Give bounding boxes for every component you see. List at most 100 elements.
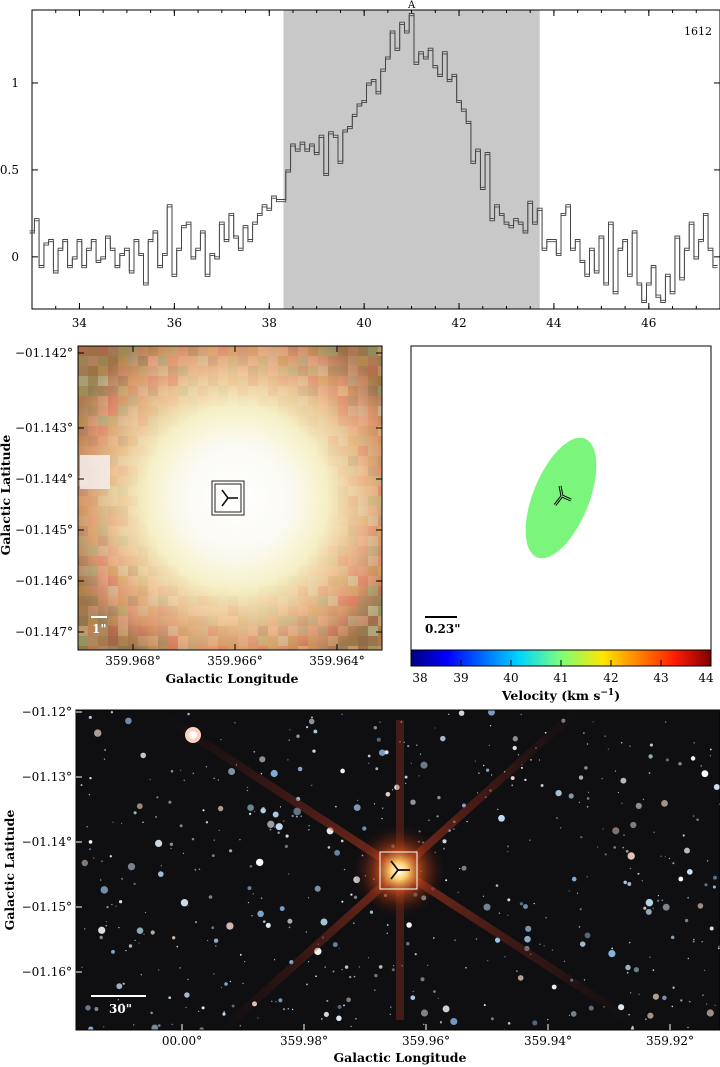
star [160, 865, 162, 867]
zoom-pixel [78, 536, 88, 546]
zoom-pixel [178, 646, 188, 650]
zoom-pixel [78, 626, 88, 636]
zoom-pixel [358, 386, 368, 396]
star [136, 927, 144, 935]
star [706, 860, 709, 862]
colorbar-tick-label: 42 [603, 671, 618, 685]
zoom-pixel [348, 446, 358, 456]
star [478, 772, 480, 774]
star [661, 899, 664, 902]
zoom-pixel [188, 346, 198, 356]
star [483, 1004, 486, 1007]
zoom-pixel [118, 436, 128, 446]
star [511, 784, 514, 787]
zoom-pixel [318, 606, 328, 616]
star [405, 782, 407, 785]
zoom-pixel [358, 596, 368, 606]
zoom-pixel [108, 396, 118, 406]
zoom-pixel [228, 596, 238, 606]
star [520, 713, 522, 716]
zoom-pixel [288, 626, 298, 636]
zoom-pixel [128, 566, 138, 576]
star [117, 999, 120, 1001]
zoom-pixel [208, 596, 218, 606]
star [253, 810, 256, 813]
zoom-pixel [198, 356, 208, 366]
zoom-pixel [288, 376, 298, 386]
star [443, 847, 445, 850]
zoom-pixel [338, 596, 348, 606]
zoom-pixel [348, 416, 358, 426]
star [323, 1011, 329, 1017]
zoom-pixel [138, 416, 148, 426]
star [274, 959, 276, 961]
star [288, 873, 290, 875]
star [150, 930, 155, 935]
zoom-pixel [348, 496, 358, 506]
zoom-pixel [348, 466, 358, 476]
star [239, 953, 242, 956]
star [85, 1005, 91, 1011]
zoom-pixel [128, 546, 138, 556]
zoom-pixel [148, 386, 158, 396]
star [121, 1003, 124, 1006]
star [202, 809, 205, 812]
zoom-pixel [298, 576, 308, 586]
zoom-pixel [308, 396, 318, 406]
star [334, 849, 340, 856]
zoom-pixel [288, 396, 298, 406]
zoom-pixel [378, 416, 382, 426]
zoom-pixel [158, 616, 168, 626]
zoom-pixel [328, 616, 338, 626]
zoom-pixel [108, 526, 118, 536]
zoom-pixel [148, 556, 158, 566]
star [109, 855, 112, 858]
zoom-pixel [258, 586, 268, 596]
zoom-pixel [138, 536, 148, 546]
velocity-map-panel: 0.23" 38 39 40 41 42 43 44 Velocity (km s−1) [410, 345, 714, 703]
star [611, 947, 614, 950]
zoom-pixel [278, 396, 288, 406]
star [442, 1005, 450, 1013]
star [700, 765, 702, 767]
star [199, 1027, 204, 1030]
zoom-pixel [148, 436, 158, 446]
star [608, 949, 616, 958]
zoom-pixel [308, 616, 318, 626]
source-box-inner [214, 483, 242, 513]
star [338, 947, 340, 949]
zoom-frame [77, 345, 383, 651]
zoom-pixel [128, 446, 138, 456]
zoom-pixel [378, 516, 382, 526]
zoom-pixel [368, 356, 378, 366]
zoom-pixel [178, 406, 188, 416]
star [155, 815, 158, 818]
zoom-pixel [228, 616, 238, 626]
star [592, 721, 594, 723]
star [369, 910, 374, 914]
star [158, 969, 160, 971]
zoom-pixel [258, 596, 268, 606]
star [376, 737, 381, 742]
star [118, 900, 123, 904]
zoom-pixel [268, 646, 278, 650]
star [283, 820, 285, 822]
star [410, 799, 416, 805]
star [530, 758, 532, 761]
star [287, 759, 289, 761]
zoom-pixel [178, 616, 188, 626]
zoom-pixel [288, 636, 298, 646]
zoom-pixel [358, 586, 368, 596]
star [635, 802, 642, 809]
zoom-pixel [118, 446, 128, 456]
star [103, 758, 106, 760]
zoom-pixel [128, 396, 138, 406]
star [533, 902, 535, 905]
zoom-pixel [328, 586, 338, 596]
zoom-pixel [198, 366, 208, 376]
zoom-pixel [88, 366, 98, 376]
zoom-pixel [148, 606, 158, 616]
zoom-pixel [358, 416, 368, 426]
zoom-pixel [98, 526, 108, 536]
zoom-pixel [328, 626, 338, 636]
